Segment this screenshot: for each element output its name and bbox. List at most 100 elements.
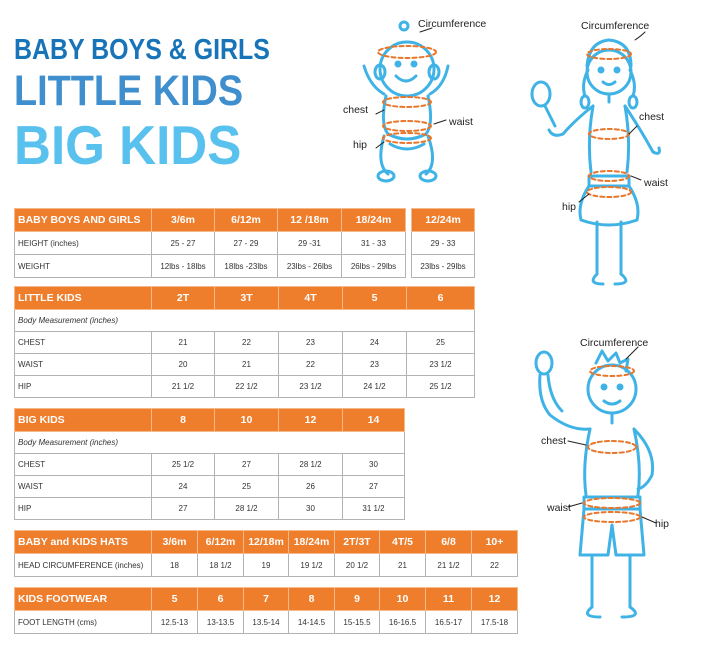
table-row: HEIGHT (inches) 25 - 27 27 - 29 29 -31 3… [14, 231, 406, 255]
table-cell: 15-15.5 [334, 610, 380, 634]
table-cell: 29 - 33 [411, 231, 475, 255]
table-header-cell: BABY BOYS AND GIRLS [14, 208, 152, 232]
table-cell: 27 [342, 475, 405, 498]
table-header-cell: 18/24m [288, 530, 335, 554]
table-header-cell: 12 /18m [277, 208, 342, 232]
table-cell: 20 1/2 [334, 553, 380, 577]
girl-hip-label: hip [562, 201, 577, 213]
table-header-cell: 14 [342, 408, 405, 432]
table-cell: 21 [151, 331, 215, 354]
table-cell: 20 [151, 353, 215, 376]
table-cell: 23lbs - 26lbs [277, 254, 342, 278]
row-label: WEIGHT [14, 254, 152, 278]
row-label: HIP [14, 497, 152, 520]
little-kids-size-table: LITTLE KIDS 2T 3T 4T 5 6 Body Measuremen… [14, 286, 475, 398]
title-little-kids: LITTLE KIDS [14, 67, 244, 115]
baby-waist-label: waist [449, 116, 473, 128]
table-cell: 27 [214, 453, 279, 476]
table-cell: 24 1/2 [342, 375, 407, 398]
table-header-cell: 18/24m [341, 208, 406, 232]
table-cell: 12.5-13 [151, 610, 198, 634]
table-cell: 19 1/2 [288, 553, 335, 577]
baby-chest-label: chest [343, 104, 369, 116]
table-header-cell: 4T/5 [379, 530, 426, 554]
table-header-cell: 11 [425, 587, 472, 611]
row-label: CHEST [14, 331, 152, 354]
baby-extra-size-table: 12/24m 29 - 33 23lbs - 29lbs [411, 208, 475, 278]
table-cell: 22 1/2 [214, 375, 279, 398]
big-kids-size-table: BIG KIDS 8 10 12 14 Body Measurement (in… [14, 408, 405, 520]
table-cell: 27 [151, 497, 215, 520]
table-header-cell: 12/18m [243, 530, 289, 554]
boy-figure-illustration [520, 345, 680, 640]
title-big-kids: BIG KIDS [14, 114, 242, 176]
table-cell: 26lbs - 29lbs [341, 254, 406, 278]
girl-waist-label: waist [644, 177, 668, 189]
table-header-cell: 12 [278, 408, 343, 432]
table-cell: 21 [214, 353, 279, 376]
table-cell: 23 1/2 [406, 353, 475, 376]
table-header-cell: 3/6m [151, 530, 198, 554]
table-cell: 18 1/2 [197, 553, 244, 577]
table-cell: 22 [471, 553, 518, 577]
boy-hip-label: hip [655, 518, 670, 530]
table-header-cell: 12/24m [411, 208, 475, 232]
table-header-cell: 8 [151, 408, 215, 432]
table-cell: 23 1/2 [278, 375, 343, 398]
table-cell: 17.5-18 [471, 610, 518, 634]
table-cell: 25 [406, 331, 475, 354]
table-cell: 28 1/2 [278, 453, 343, 476]
baby-figure-illustration [350, 14, 490, 194]
table-cell: 21 [379, 553, 426, 577]
table-cell: 21 1/2 [151, 375, 215, 398]
table-header-cell: 10 [379, 587, 426, 611]
table-header-cell: 5 [342, 286, 407, 310]
table-row: WAIST 24 25 26 27 [14, 475, 405, 498]
table-cell: 30 [278, 497, 343, 520]
table-row: WEIGHT 12lbs - 18lbs 18lbs -23lbs 23lbs … [14, 254, 406, 278]
table-cell: 22 [214, 331, 279, 354]
baby-size-table: BABY BOYS AND GIRLS 3/6m 6/12m 12 /18m 1… [14, 208, 406, 278]
table-cell: 13.5-14 [243, 610, 289, 634]
table-header-cell: BABY and KIDS HATS [14, 530, 152, 554]
table-cell: 14-14.5 [288, 610, 335, 634]
table-header-cell: 10 [214, 408, 279, 432]
table-cell: 16.5-17 [425, 610, 472, 634]
table-header-cell: 6/12m [214, 208, 278, 232]
girl-chest-label: chest [639, 111, 665, 123]
table-cell: 25 - 27 [151, 231, 215, 255]
table-cell: 25 [214, 475, 279, 498]
table-header-cell: LITTLE KIDS [14, 286, 152, 310]
table-cell: 26 [278, 475, 343, 498]
table-cell: 25 1/2 [406, 375, 475, 398]
table-cell: 25 1/2 [151, 453, 215, 476]
table-cell: 31 - 33 [341, 231, 406, 255]
table-subheader: Body Measurement (inches) [14, 431, 405, 454]
table-cell: 28 1/2 [214, 497, 279, 520]
table-header-cell: 2T/3T [334, 530, 380, 554]
row-label: FOOT LENGTH (cms) [14, 610, 152, 634]
table-header-cell: 3/6m [151, 208, 215, 232]
table-row: FOOT LENGTH (cms) 12.5-13 13-13.5 13.5-1… [14, 610, 518, 634]
table-row: HIP 21 1/2 22 1/2 23 1/2 24 1/2 25 1/2 [14, 375, 475, 398]
row-label: HEAD CIRCUMFERENCE (inches) [14, 553, 152, 577]
table-row: HIP 27 28 1/2 30 31 1/2 [14, 497, 405, 520]
baby-circumference-label: Circumference [418, 18, 487, 30]
table-cell: 18 [151, 553, 198, 577]
table-header-cell: 7 [243, 587, 289, 611]
table-header-cell: 8 [288, 587, 335, 611]
row-label: HEIGHT (inches) [14, 231, 152, 255]
table-cell: 13-13.5 [197, 610, 244, 634]
table-cell: 23 [342, 353, 407, 376]
table-row: HEAD CIRCUMFERENCE (inches) 18 18 1/2 19… [14, 553, 518, 577]
table-header-cell: 10+ [471, 530, 518, 554]
table-cell: 19 [243, 553, 289, 577]
table-cell: 27 - 29 [214, 231, 278, 255]
row-label: WAIST [14, 475, 152, 498]
table-header-cell: BIG KIDS [14, 408, 152, 432]
table-subheader: Body Measurement (inches) [14, 309, 475, 332]
table-header-cell: 9 [334, 587, 380, 611]
girl-figure-illustration [525, 30, 680, 300]
table-header-cell: 6 [406, 286, 475, 310]
table-cell: 23 [278, 331, 343, 354]
